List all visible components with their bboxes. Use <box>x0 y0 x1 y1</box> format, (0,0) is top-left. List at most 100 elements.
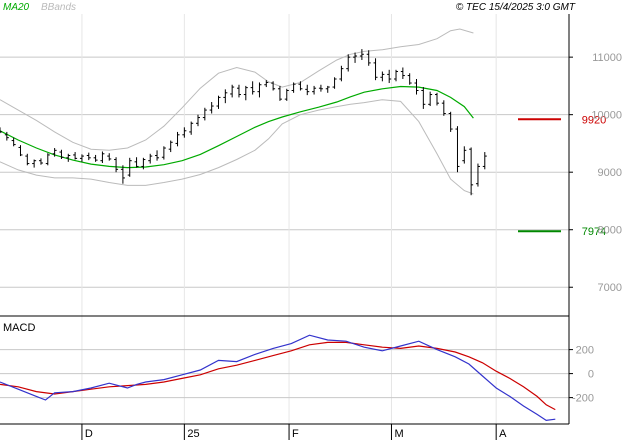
y-tick-label: 9000 <box>598 167 622 179</box>
ohlc-bar <box>216 95 221 109</box>
ohlc-bar <box>66 153 71 162</box>
ohlc-bar <box>264 80 269 88</box>
x-tick-label: D <box>85 428 93 440</box>
ohlc-bar <box>202 107 207 121</box>
ohlc-bar <box>120 165 125 184</box>
ohlc-bar <box>18 145 23 157</box>
ohlc-bar <box>93 154 98 162</box>
ohlc-bar <box>73 152 78 160</box>
ohlc-bar <box>298 81 303 91</box>
ohlc-bar <box>25 153 30 166</box>
ohlc-bar <box>236 84 241 98</box>
ohlc-bar <box>134 157 139 168</box>
legend-ma20: MA20 <box>3 2 30 13</box>
ohlc-bar <box>141 157 146 170</box>
ohlc-bar <box>482 152 487 170</box>
ohlc-bar <box>250 81 255 95</box>
ohlc-bar <box>4 131 9 141</box>
ma20-path <box>0 85 474 169</box>
ohlc-bar <box>346 54 351 72</box>
ohlc-bar <box>189 121 194 135</box>
ohlc-bar <box>318 84 323 92</box>
macd-grid <box>0 349 569 399</box>
ohlc-bar <box>32 159 37 168</box>
ohlc-bar <box>59 149 64 159</box>
ohlc-bar <box>86 152 91 161</box>
time-axis-ticks: D 25 F M A <box>81 424 507 440</box>
bband-line <box>0 99 474 195</box>
ohlc-bar <box>455 126 460 173</box>
ohlc-bar <box>45 153 50 166</box>
bband-line <box>0 28 474 151</box>
ohlc-bar <box>339 65 344 82</box>
ohlc-bar <box>168 140 173 153</box>
ohlc-bar <box>0 127 2 134</box>
macd-tick-label: 200 <box>576 345 594 357</box>
ohlc-bar <box>291 82 296 93</box>
ohlc-bar <box>305 84 310 96</box>
ohlc-bar <box>332 77 337 89</box>
x-tick-label: A <box>499 428 507 440</box>
ohlc-bar <box>325 85 330 93</box>
ohlc-bar <box>277 85 282 101</box>
ohlc-bar <box>421 87 426 109</box>
ohlc-bar <box>209 102 214 114</box>
ohlc-bar <box>373 58 378 81</box>
ohlc-bar <box>243 85 248 101</box>
ohlc-bar <box>182 127 187 138</box>
x-tick-label: M <box>394 428 403 440</box>
macd-title: MACD <box>3 322 35 334</box>
ohlc-bar <box>394 69 399 82</box>
ohlc-bar <box>359 49 364 61</box>
ohlc-bar <box>387 69 392 84</box>
support-label: 7974 <box>582 226 606 238</box>
ohlc-bar <box>400 67 405 80</box>
ohlc-bar <box>11 137 16 147</box>
x-tick-label: 25 <box>187 428 199 440</box>
ohlc-bar <box>428 91 433 107</box>
macd-lines <box>0 334 556 422</box>
ohlc-bar <box>469 147 474 196</box>
ma20-line <box>0 85 474 169</box>
ohlc-bar <box>230 84 235 98</box>
ohlc-bar <box>434 92 439 106</box>
ohlc-bar <box>353 52 358 63</box>
ohlc-bar <box>380 71 385 82</box>
y-tick-label: 10000 <box>591 110 622 122</box>
ohlc-bar <box>223 89 228 104</box>
x-tick-label: F <box>292 428 299 440</box>
macd-line <box>0 334 556 422</box>
ohlc-bar <box>475 163 480 187</box>
resistance-label: 9920 <box>582 114 606 126</box>
ohlc-bar <box>407 73 412 85</box>
ohlc-bar <box>52 148 57 157</box>
ohlc-bar <box>441 100 446 116</box>
legend-bbands: BBands <box>41 2 76 13</box>
ohlc-bar <box>448 111 453 132</box>
ohlc-bar <box>38 158 43 165</box>
ohlc-bar <box>284 88 289 101</box>
ohlc-bar <box>79 154 84 162</box>
ohlc-bar <box>127 157 132 177</box>
ohlc-bar <box>271 81 276 91</box>
grid <box>0 14 569 424</box>
y-tick-label: 8000 <box>598 225 622 237</box>
price-axis-ticks: 7000 8000 9000 10000 11000 <box>569 52 622 294</box>
ohlc-bar <box>196 114 201 127</box>
macd-axis-ticks: 200 0 -200 <box>569 345 594 405</box>
y-tick-label: 7000 <box>598 282 622 294</box>
ohlc-bar <box>114 157 119 173</box>
ohlc-bar <box>107 153 112 161</box>
ohlc-bar <box>148 153 153 164</box>
macd-tick-label: -200 <box>572 393 594 405</box>
macd-tick-label: 0 <box>588 369 594 381</box>
bollinger-bands <box>0 28 474 195</box>
ohlc-bar <box>155 150 160 161</box>
ohlc-bar <box>100 151 105 163</box>
price-levels: 9920 7974 <box>518 114 606 238</box>
timestamp: © TEC 15/4/2025 3:0 GMT <box>456 2 576 13</box>
ohlc-bar <box>257 82 262 98</box>
y-tick-label: 11000 <box>592 52 622 64</box>
ohlc-bar <box>414 79 419 95</box>
